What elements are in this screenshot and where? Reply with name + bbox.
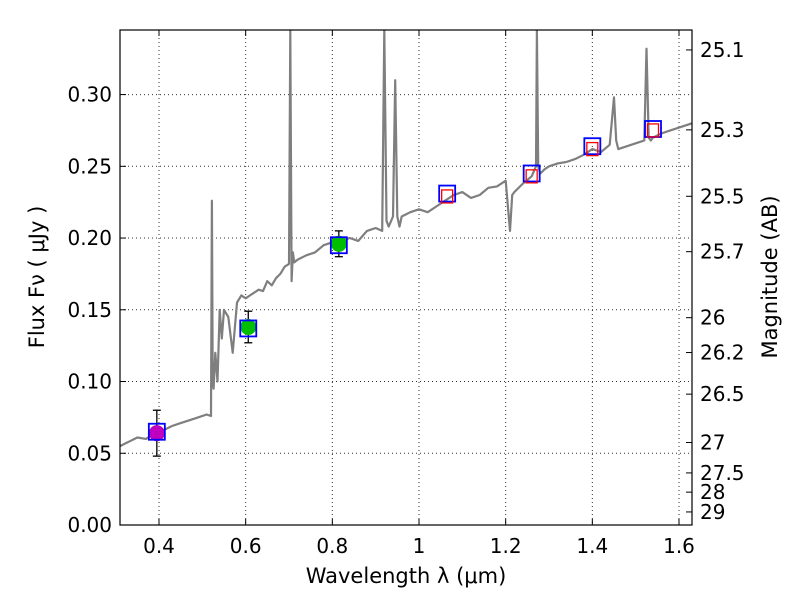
right-tick-label: 26.2 bbox=[700, 341, 745, 365]
grid-lines bbox=[120, 30, 692, 526]
photometry-points bbox=[147, 120, 662, 457]
right-tick-label: 25.1 bbox=[700, 38, 745, 62]
y-tick-label: 0.20 bbox=[67, 226, 112, 250]
observed-flux-point bbox=[148, 425, 165, 442]
y-tick-label: 0.10 bbox=[67, 370, 112, 394]
right-tick-label: 27.5 bbox=[700, 461, 745, 485]
x-tick-labels: 0.4 0.6 0.8 1 1.2 1.4 1.6 bbox=[143, 534, 695, 558]
plot-frame bbox=[119, 29, 693, 526]
right-tick-label: 25.7 bbox=[700, 240, 745, 264]
y-axis-label-left: Flux Fν ( μJy ) bbox=[25, 206, 49, 349]
right-tick-label: 25.3 bbox=[700, 118, 745, 142]
right-tick-label: 26.5 bbox=[700, 382, 745, 406]
model-flux-square bbox=[147, 422, 166, 441]
observed-flux-point bbox=[330, 235, 347, 252]
right-tick-label: 26 bbox=[700, 306, 725, 330]
model-flux-square bbox=[438, 184, 457, 203]
model-flux-square bbox=[329, 236, 348, 255]
model-flux-square bbox=[522, 164, 541, 183]
model-flux-square bbox=[583, 137, 602, 156]
y-tick-label: 0.15 bbox=[67, 298, 112, 322]
x-tick-label: 0.4 bbox=[143, 534, 175, 558]
y-tick-label: 0.00 bbox=[67, 513, 112, 537]
predicted-flux-square bbox=[525, 169, 538, 184]
y-tick-labels: 0.00 0.05 0.10 0.15 0.20 0.25 0.30 bbox=[67, 83, 112, 537]
x-tick-label: 1.2 bbox=[490, 534, 522, 558]
predicted-flux-square bbox=[646, 123, 660, 138]
observed-flux-point bbox=[240, 319, 257, 335]
x-tick-label: 1 bbox=[413, 534, 426, 558]
sed-model-path bbox=[120, 30, 692, 448]
sed-model-line bbox=[120, 30, 692, 448]
x-tick-label: 0.6 bbox=[230, 534, 262, 558]
predicted-flux-square bbox=[441, 189, 454, 204]
right-tick-label: 25.5 bbox=[700, 184, 745, 208]
y-tick-label: 0.25 bbox=[67, 154, 112, 178]
y-axis-label-right: Magnitude (AB) bbox=[758, 195, 782, 358]
right-tick-label: 28 bbox=[700, 480, 725, 504]
x-axis-label: Wavelength λ (μm) bbox=[306, 564, 507, 588]
x-tick-label: 1.4 bbox=[576, 534, 608, 558]
predicted-flux-square bbox=[586, 141, 599, 157]
model-flux-square bbox=[239, 319, 258, 338]
x-tick-label: 1.6 bbox=[663, 534, 695, 558]
x-tick-label: 0.8 bbox=[316, 534, 348, 558]
y-tick-label: 0.05 bbox=[67, 441, 112, 465]
right-tick-label: 27 bbox=[700, 431, 725, 455]
y-tick-label: 0.30 bbox=[67, 83, 112, 107]
right-tick-label: 29 bbox=[700, 500, 725, 524]
